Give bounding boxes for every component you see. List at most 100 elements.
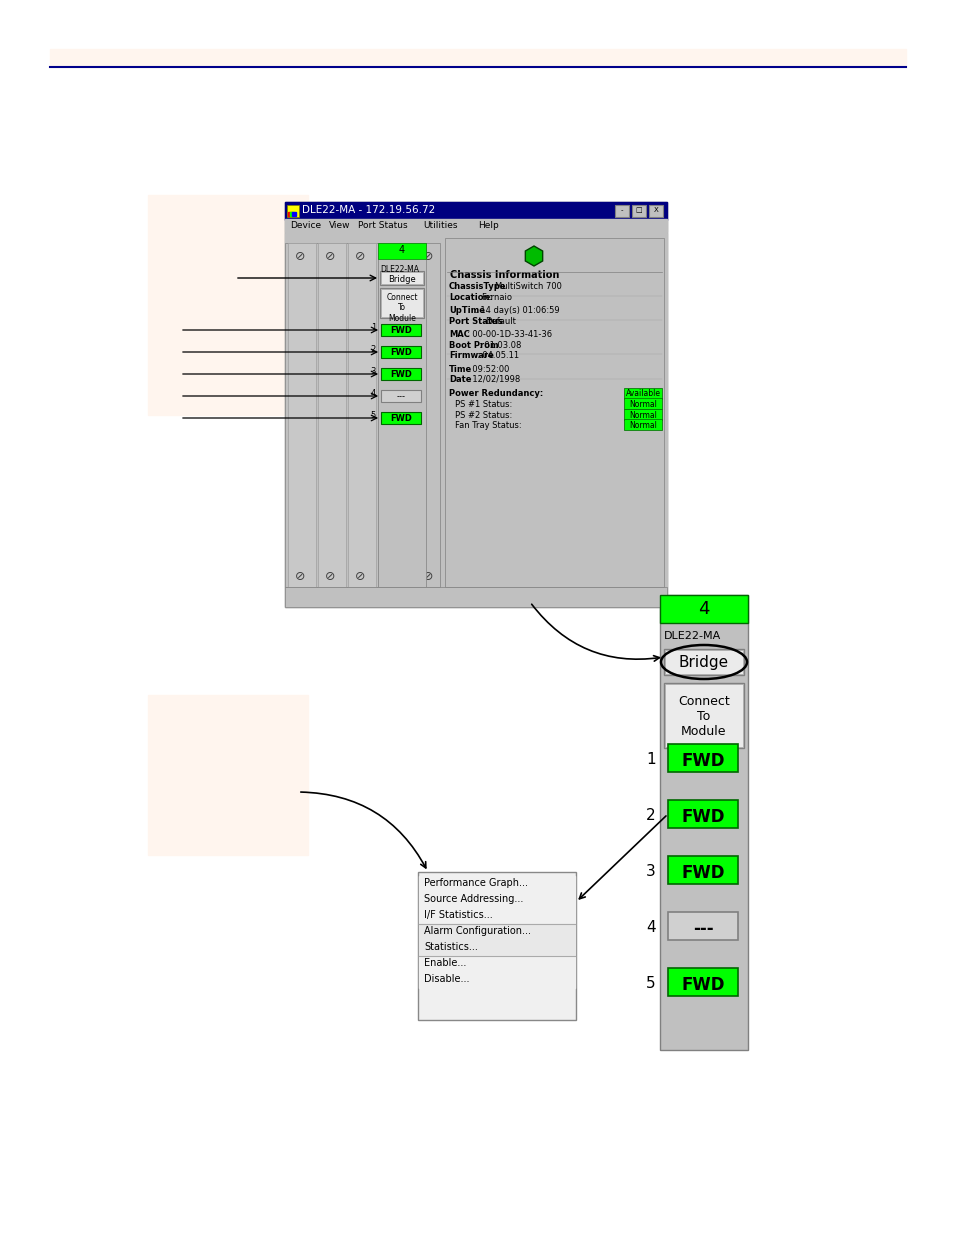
Bar [50,49,905,67]
Bar [377,243,426,259]
Text: Port Status: Port Status [449,316,502,326]
Text: : 12/02/1998: : 12/02/1998 [467,375,519,384]
Text: ---: --- [692,920,713,939]
Bar [417,872,576,1020]
Bar [418,924,575,956]
Text: ⊘: ⊘ [384,571,395,583]
Bar [615,205,628,217]
Text: DLE22-MA - 172.19.56.72: DLE22-MA - 172.19.56.72 [302,205,435,215]
Bar [380,390,420,403]
Bar [380,324,420,336]
Text: ---: --- [396,391,405,401]
Text: : 14 day(s) 01:06:59: : 14 day(s) 01:06:59 [475,306,559,315]
Text: ⊘: ⊘ [324,571,335,583]
Text: Fernaio: Fernaio [480,293,512,301]
Bar [664,650,742,674]
Text: Performance Graph...: Performance Graph... [423,878,527,888]
Bar [418,876,575,924]
Text: X: X [653,207,658,212]
Bar [664,684,742,747]
Text: Date: Date [449,375,471,384]
Bar [418,956,575,988]
Text: FWD: FWD [390,348,412,357]
Bar [623,409,661,420]
Text: ChassisType: ChassisType [449,282,506,291]
Text: 3: 3 [645,864,656,879]
Text: Chassis Information: Chassis Information [450,270,558,280]
Text: □: □ [635,207,641,212]
Text: Normal: Normal [628,421,657,430]
Bar [667,800,738,827]
Bar [667,743,738,772]
Text: 5: 5 [646,977,656,992]
Text: Bridge: Bridge [679,655,728,671]
Bar [663,683,743,748]
Bar [288,212,292,216]
Text: Port Status: Port Status [357,221,407,230]
Text: FWD: FWD [390,414,412,424]
Text: Bridge: Bridge [388,275,416,284]
Text: 4: 4 [398,245,405,254]
Text: 2: 2 [646,809,656,824]
Text: Normal: Normal [628,410,657,420]
Text: Statistics...: Statistics... [423,942,477,952]
Bar [648,205,662,217]
Text: FWD: FWD [680,808,724,826]
Text: : 01.03.08: : 01.03.08 [478,341,521,350]
Text: 2: 2 [371,346,375,354]
Bar [148,695,308,855]
Text: Time: Time [449,364,472,373]
Text: FWD: FWD [680,752,724,769]
Text: : 04.05.11: : 04.05.11 [476,351,518,359]
Bar [380,346,420,358]
Text: 4: 4 [646,920,656,935]
Bar [377,243,426,587]
Text: Device: Device [290,221,321,230]
Text: 4: 4 [698,600,709,618]
Text: View: View [329,221,351,230]
Text: Utilities: Utilities [423,221,457,230]
Bar [667,856,738,884]
Bar [285,203,666,606]
Text: PS #2 Status:: PS #2 Status: [455,410,512,420]
Bar [285,203,666,220]
Text: UpTime: UpTime [449,306,484,315]
Bar [623,388,661,399]
Bar [380,272,422,284]
Bar [380,289,422,317]
Text: Connect
To
Module: Connect To Module [678,695,729,739]
Text: Firmware: Firmware [449,351,494,359]
Text: : 00-00-1D-33-41-36: : 00-00-1D-33-41-36 [467,330,552,338]
Bar [663,650,743,676]
Text: FWD: FWD [390,326,412,335]
Text: ⊘: ⊘ [324,251,335,263]
Text: 1: 1 [371,324,375,332]
Bar [317,243,346,587]
Bar [292,212,295,216]
Text: Fan Tray Status:: Fan Tray Status: [455,421,521,430]
Bar [444,238,663,587]
Bar [288,243,315,587]
Text: -: - [620,207,622,212]
Text: Boot Prom: Boot Prom [449,341,498,350]
Text: FWD: FWD [680,864,724,882]
Bar [148,195,308,415]
Bar [379,288,423,317]
Text: Enable...: Enable... [423,958,466,968]
Text: FWD: FWD [390,370,412,379]
Text: FWD: FWD [680,976,724,994]
Text: MultiSwitch 700: MultiSwitch 700 [495,282,561,291]
Bar [290,212,294,216]
Bar [379,270,423,285]
Text: Connect
To
Module: Connect To Module [386,293,417,322]
Text: Alarm Configuration...: Alarm Configuration... [423,926,531,936]
Text: : 09:52:00: : 09:52:00 [467,364,509,373]
Text: ⊘: ⊘ [294,571,305,583]
Bar [631,205,645,217]
Text: MAC: MAC [449,330,470,338]
Bar [623,398,661,409]
Text: ⊘: ⊘ [422,571,433,583]
Bar [667,911,738,940]
Text: Location:: Location: [449,293,493,301]
Text: Source Addressing...: Source Addressing... [423,894,523,904]
